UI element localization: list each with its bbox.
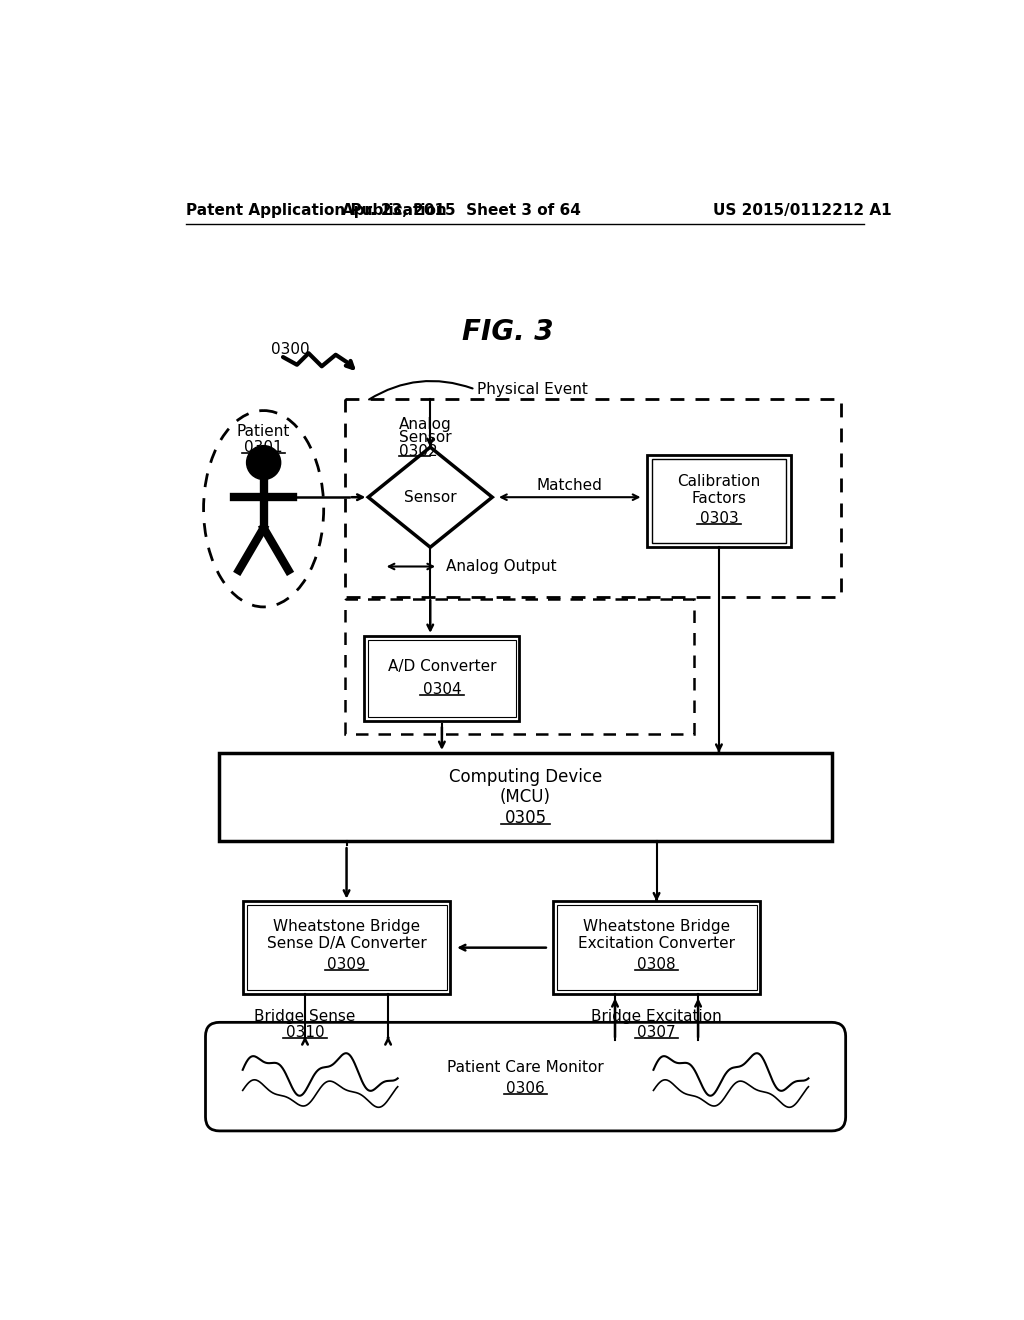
Text: Excitation Converter: Excitation Converter [579, 936, 735, 952]
Text: Wheatstone Bridge: Wheatstone Bridge [583, 919, 730, 933]
Text: 0307: 0307 [637, 1024, 676, 1040]
Text: 0305: 0305 [505, 809, 547, 828]
Text: Apr. 23, 2015  Sheet 3 of 64: Apr. 23, 2015 Sheet 3 of 64 [342, 203, 581, 218]
Text: 0309: 0309 [328, 957, 366, 972]
Text: US 2015/0112212 A1: US 2015/0112212 A1 [713, 203, 892, 218]
Bar [553, 902, 761, 994]
Text: Patient: Patient [237, 424, 291, 440]
Text: 0303: 0303 [699, 511, 738, 527]
Bar [652, 459, 786, 543]
Bar [247, 906, 446, 990]
Bar [219, 752, 831, 841]
Text: Analog Output: Analog Output [445, 558, 556, 574]
Bar [243, 902, 451, 994]
Text: A/D Converter: A/D Converter [388, 659, 496, 675]
Text: Sense D/A Converter: Sense D/A Converter [266, 936, 426, 952]
Text: 0302: 0302 [399, 445, 438, 459]
Text: Factors: Factors [691, 491, 746, 507]
Text: 0300: 0300 [271, 342, 310, 356]
Text: Computing Device: Computing Device [449, 768, 602, 787]
Text: 0301: 0301 [245, 440, 283, 454]
Bar [647, 455, 791, 548]
Circle shape [247, 446, 281, 479]
Text: 0306: 0306 [506, 1081, 545, 1096]
Text: Calibration: Calibration [677, 474, 761, 490]
Text: Analog: Analog [399, 417, 452, 432]
Text: Wheatstone Bridge: Wheatstone Bridge [273, 919, 420, 933]
Bar [345, 399, 841, 597]
Text: Matched: Matched [537, 478, 603, 494]
Text: 0310: 0310 [286, 1024, 325, 1040]
Text: (MCU): (MCU) [500, 788, 551, 807]
Text: FIG. 3: FIG. 3 [462, 318, 554, 346]
Text: Bridge Excitation: Bridge Excitation [591, 1010, 722, 1024]
Text: 0304: 0304 [423, 682, 461, 697]
FancyBboxPatch shape [206, 1022, 846, 1131]
Text: Bridge Sense: Bridge Sense [254, 1010, 355, 1024]
Bar [557, 906, 757, 990]
Bar [369, 640, 515, 717]
Text: Sensor: Sensor [403, 490, 457, 504]
Text: Patent Application Publication: Patent Application Publication [186, 203, 446, 218]
Text: Patient Care Monitor: Patient Care Monitor [447, 1060, 604, 1074]
Bar [345, 599, 693, 734]
Text: Physical Event: Physical Event [477, 381, 588, 397]
Text: Sensor: Sensor [399, 429, 452, 445]
Bar [365, 636, 519, 721]
Text: 0308: 0308 [637, 957, 676, 972]
